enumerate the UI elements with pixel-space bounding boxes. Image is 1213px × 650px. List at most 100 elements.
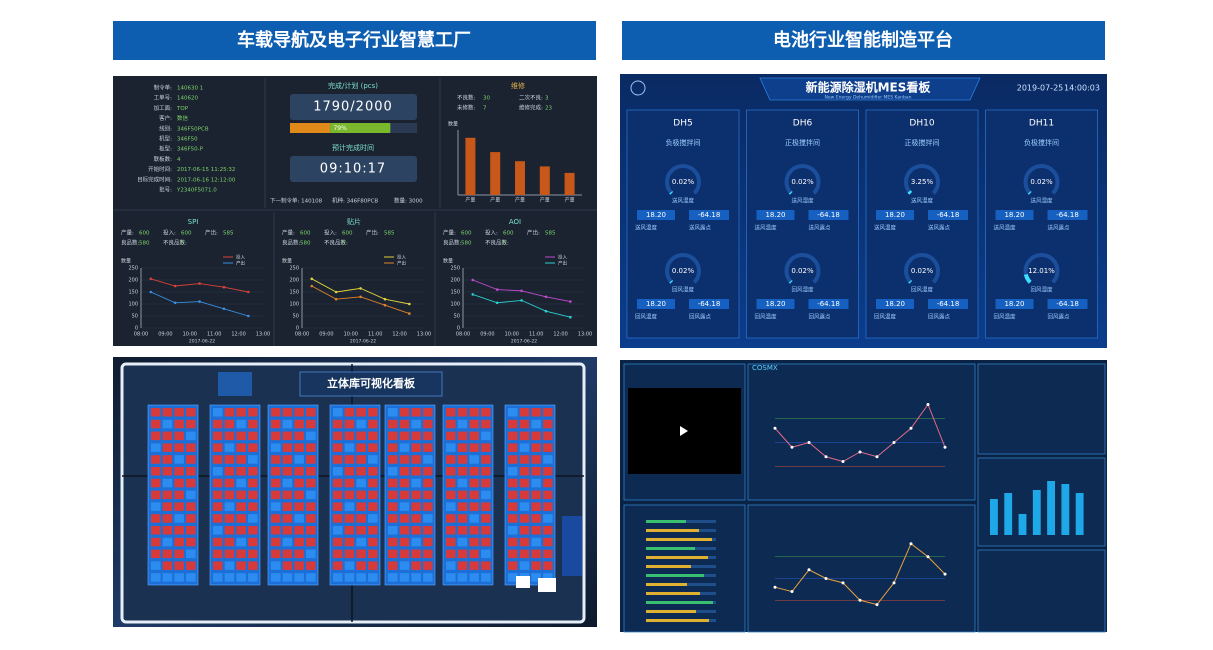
rack-cell xyxy=(411,549,421,559)
legend-label: 投入 xyxy=(397,254,406,261)
logo xyxy=(630,80,646,96)
point xyxy=(495,288,499,291)
progress-bar xyxy=(646,538,712,541)
rack-cell xyxy=(248,573,258,582)
x-tick-label: 09:00 xyxy=(480,332,494,338)
rack-cell xyxy=(469,537,479,547)
point xyxy=(408,302,411,306)
rack-cell xyxy=(186,419,196,429)
point xyxy=(383,297,387,301)
rack-cell xyxy=(186,455,196,464)
temp-value: -64.18 xyxy=(937,211,960,219)
rack-cell xyxy=(162,573,173,582)
rack-cell xyxy=(446,431,456,441)
rack-cell xyxy=(399,537,410,547)
rack-cell xyxy=(282,443,293,452)
rack-cell xyxy=(411,561,421,570)
rack-cell xyxy=(411,443,421,452)
x-tick-label: 12:00 xyxy=(553,332,567,338)
gauge-name: 回风湿度 xyxy=(791,286,814,294)
rack-cell xyxy=(306,408,316,417)
rack-cell xyxy=(508,502,518,511)
rack-cell xyxy=(457,408,468,417)
info-value: 2017-06-15 11:25:32 xyxy=(177,167,235,173)
rack-cell xyxy=(174,431,184,441)
temp-box xyxy=(637,210,675,220)
rack-cell xyxy=(162,419,173,429)
rack-cell xyxy=(457,514,468,523)
temp-name: 送风温度 xyxy=(755,224,778,232)
rack-cell xyxy=(248,419,258,429)
rack-cell xyxy=(543,408,553,417)
point xyxy=(310,284,314,288)
rack-cell xyxy=(294,526,304,535)
progress-label: 79% xyxy=(333,125,347,132)
rack-cell xyxy=(333,467,343,476)
rack-cell xyxy=(411,455,421,464)
rack-cell xyxy=(213,561,223,570)
rack-cell xyxy=(481,537,491,547)
temp-name: 回风温度 xyxy=(874,313,897,321)
y-tick-label: 100 xyxy=(450,302,460,308)
rack-cell xyxy=(508,537,518,547)
point xyxy=(807,568,811,572)
rack-cell xyxy=(423,490,433,500)
stat-label: 投入: xyxy=(324,229,337,237)
stat-label: 未修数: xyxy=(457,104,476,112)
rack-cell xyxy=(481,467,491,476)
rack-cell xyxy=(543,537,553,547)
rack-cell xyxy=(213,502,223,511)
sub-panel xyxy=(747,504,976,633)
temp-name: 回风露点 xyxy=(809,314,832,321)
rack-cell xyxy=(224,455,235,464)
rack-cell xyxy=(469,408,479,417)
temp-value: 18.20 xyxy=(646,300,666,308)
stat-value: 5 xyxy=(503,241,507,247)
x-tick-label: 13:00 xyxy=(578,332,592,338)
rack-cell xyxy=(388,561,398,570)
info-value: 346F50 xyxy=(177,137,198,143)
y-tick-label: 50 xyxy=(132,314,138,320)
rack-cell xyxy=(333,419,343,429)
stat-label: 投入: xyxy=(485,229,498,237)
rack-cell xyxy=(333,502,343,511)
rack-cell xyxy=(481,455,491,464)
temp-box xyxy=(928,210,968,220)
title-box xyxy=(299,371,443,397)
temp-value: -64.18 xyxy=(817,300,840,308)
rack-cell xyxy=(356,455,366,464)
rack-cell xyxy=(224,514,235,523)
rack-cell xyxy=(174,419,184,429)
rack-cell xyxy=(411,408,421,417)
rack-cell xyxy=(282,549,293,559)
rack-cell xyxy=(294,514,304,523)
bar xyxy=(1018,514,1027,535)
rack-cell xyxy=(306,526,316,535)
rack-cell xyxy=(399,478,410,488)
rack-cell xyxy=(388,502,398,511)
rack-cell xyxy=(508,549,518,559)
y-tick-label: 250 xyxy=(450,266,460,272)
rack-cell xyxy=(151,490,161,500)
temp-box xyxy=(1047,210,1088,220)
rack-cell xyxy=(368,490,378,500)
x-tick-label: 产量 xyxy=(490,197,500,204)
rack-cell xyxy=(333,526,343,535)
info-label: 联板数: xyxy=(154,155,173,163)
info-label: 工单号: xyxy=(154,94,173,102)
header-title: 车载导航及电子行业智慧工厂 xyxy=(237,29,471,51)
rack-cell xyxy=(248,514,258,523)
rack-cell xyxy=(333,478,343,488)
rack-cell xyxy=(469,561,479,570)
stat-label: 不良品数: xyxy=(163,239,187,247)
stat-value: 600 xyxy=(342,231,353,237)
rack-cell xyxy=(306,514,316,523)
gauge-name: 回风湿度 xyxy=(672,286,695,294)
rack-cell xyxy=(282,431,293,441)
info-label: 客户: xyxy=(159,114,172,122)
temp-name: 回风露点 xyxy=(1048,314,1071,321)
rack-cell xyxy=(481,573,491,582)
rack-cell xyxy=(248,478,258,488)
rack-cell xyxy=(333,431,343,441)
gauge-arc xyxy=(1027,191,1032,195)
